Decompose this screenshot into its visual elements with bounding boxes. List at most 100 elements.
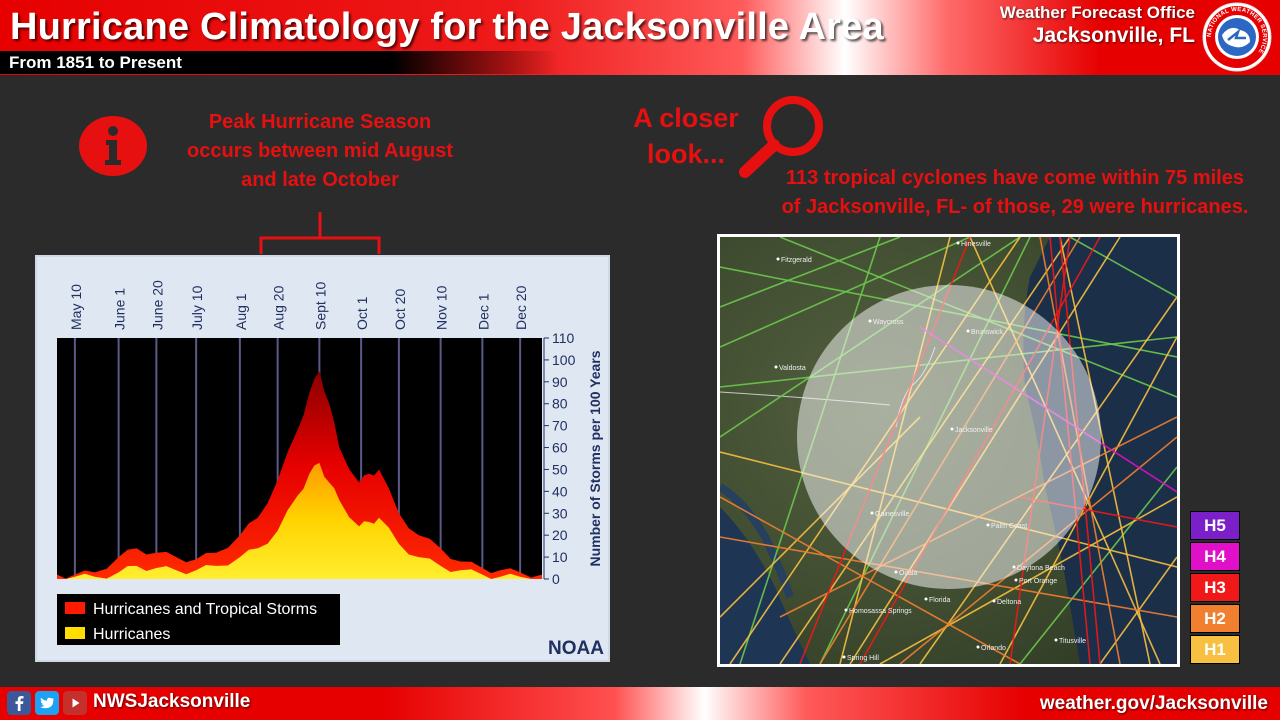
chart-svg: May 10 June 1 June 20 July 10 Aug 1 Aug 20 Sep…: [57, 280, 604, 659]
place-label: Valdosta: [779, 365, 806, 372]
website-link[interactable]: weather.gov/Jacksonville: [1039, 693, 1268, 714]
x-tick-label: June 1: [112, 288, 128, 330]
place-label: Hinesville: [961, 241, 991, 248]
y-tick-label: 20: [552, 527, 568, 543]
closer-look-text: A closer look...: [626, 100, 746, 172]
x-tick-label: Sept 10: [312, 282, 328, 330]
page-subtitle: From 1851 to Present: [9, 53, 182, 72]
category-h5-box: H5: [1190, 511, 1240, 540]
category-h5-label: H5: [1204, 516, 1226, 535]
place-dot: [844, 608, 848, 612]
category-h2-box: H2: [1190, 604, 1240, 633]
legend-label: Hurricanes and Tropical Storms: [93, 601, 317, 618]
storm-frequency-chart: May 10 June 1 June 20 July 10 Aug 1 Aug 20 Sep…: [35, 255, 610, 662]
x-tick-label: Nov 10: [434, 285, 450, 330]
cyclone-line-1: 113 tropical cyclones have come within 7…: [786, 167, 1244, 189]
category-h1-label: H1: [1204, 640, 1226, 659]
social-handle[interactable]: NWSJacksonville: [93, 691, 251, 712]
hurricanes-area: [57, 462, 542, 579]
place-dot: [776, 257, 780, 261]
place-dot: [868, 319, 872, 323]
place-dot: [966, 329, 970, 333]
map-places: Hinesville Fitzgerald Waycross Brunswick Val…: [774, 241, 1086, 662]
place-dot: [986, 523, 990, 527]
category-h2-label: H2: [1204, 609, 1226, 628]
x-tick-label: Aug 1: [233, 293, 249, 330]
y-tick-label: 40: [552, 483, 568, 499]
y-tick-label: 0: [552, 571, 560, 587]
y-tick-label: 90: [552, 374, 568, 390]
category-h1-box: H1: [1190, 635, 1240, 664]
place-label: Deltona: [997, 599, 1021, 606]
storm-track: [879, 496, 1177, 664]
noaa-credit: NOAA: [548, 638, 604, 659]
place-dot: [774, 365, 778, 369]
subtitle-bar: [0, 51, 560, 74]
twitter-icon[interactable]: [35, 691, 59, 715]
place-label: Florida: [929, 597, 951, 604]
storm-track: [999, 336, 1177, 664]
place-dot: [950, 427, 954, 431]
gulf-coast-shelf: [720, 483, 794, 599]
75-mile-radius-circle: [797, 285, 1101, 589]
place-label: Gainesville: [875, 511, 909, 518]
x-tick-label: Aug 20: [271, 285, 287, 330]
legend-swatch: [65, 602, 85, 614]
y-tick-label: 50: [552, 461, 568, 477]
facebook-icon[interactable]: [7, 691, 31, 715]
place-label: Orlando: [981, 645, 1006, 652]
peak-line-2: occurs between mid August: [187, 140, 453, 162]
y-tick-label: 30: [552, 505, 568, 521]
place-dot: [870, 511, 874, 515]
peak-line-3: and late October: [241, 169, 399, 191]
y-tick-label: 70: [552, 418, 568, 434]
place-dot: [956, 241, 960, 245]
storm-track: [720, 237, 901, 308]
peak-season-text: Peak Hurricane Season occurs between mid…: [170, 108, 470, 195]
storms-area: [57, 370, 542, 579]
info-icon: [79, 116, 147, 176]
y-tick-label: 60: [552, 440, 568, 456]
office-location: Jacksonville, FL: [1032, 24, 1195, 47]
x-tick-label: May 10: [68, 284, 84, 330]
cyclone-line-2: of Jacksonville, FL- of those, 29 were h…: [781, 196, 1249, 218]
legend-swatch: [65, 627, 85, 639]
category-h3-label: H3: [1204, 578, 1226, 597]
place-dot: [842, 655, 846, 659]
peak-line-1: Peak Hurricane Season: [208, 111, 432, 133]
place-label: Spring Hill: [847, 655, 879, 662]
place-label: Fitzgerald: [781, 257, 812, 264]
place-label: Waycross: [873, 319, 904, 326]
category-h3-box: H3: [1190, 573, 1240, 602]
x-tick-label: June 20: [149, 280, 165, 330]
place-dot: [1012, 565, 1016, 569]
place-label: Jacksonville: [955, 427, 993, 434]
place-dot: [894, 570, 898, 574]
place-label: Homosassa Springs: [849, 608, 912, 615]
storm-track: [1069, 237, 1177, 298]
place-dot: [1054, 638, 1058, 642]
storm-track: [720, 496, 1021, 664]
legend-label: Hurricanes: [93, 626, 170, 643]
x-tick-label: Dec 20: [513, 285, 529, 330]
x-tick-label: Dec 1: [475, 293, 491, 330]
place-label: Daytona Beach: [1017, 565, 1065, 572]
place-label: Ocala: [899, 570, 917, 577]
y-tick-label: 10: [552, 549, 568, 565]
place-dot: [976, 645, 980, 649]
storm-track-map: Hinesville Fitzgerald Waycross Brunswick Val…: [717, 234, 1180, 667]
storm-track: [1059, 237, 1151, 664]
page-title: Hurricane Climatology for the Jacksonvil…: [10, 6, 884, 48]
y-tick-label: 100: [552, 352, 576, 368]
place-label: Titusville: [1059, 638, 1086, 645]
place-dot: [924, 597, 928, 601]
place-dot: [1014, 578, 1018, 582]
footer-banner: [0, 687, 1280, 720]
peak-bracket: [259, 212, 381, 254]
youtube-icon[interactable]: [63, 691, 87, 715]
x-tick-label: July 10: [189, 285, 205, 330]
legend-box: [57, 594, 340, 645]
map-svg: Hinesville Fitzgerald Waycross Brunswick Val…: [720, 237, 1177, 664]
place-label: Palm Coast: [991, 523, 1027, 530]
place-label: Port Orange: [1019, 578, 1057, 585]
